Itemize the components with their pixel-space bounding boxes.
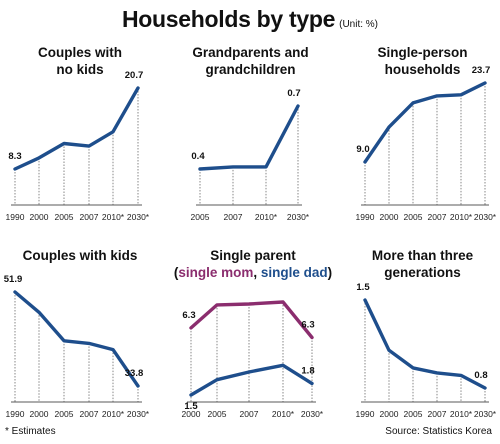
panel-subtitle: (single mom, single dad) <box>163 264 343 281</box>
panel-title-line: Single-person <box>377 45 468 60</box>
x-tick-label: 2005 <box>55 212 74 222</box>
data-label: 51.9 <box>4 274 23 285</box>
x-tick-label: 2005 <box>404 409 423 419</box>
series-line <box>198 104 300 171</box>
series-line <box>13 86 140 171</box>
x-tick-label: 2007 <box>428 212 447 222</box>
x-tick-label: 2007 <box>428 409 447 419</box>
panel-title-line: Grandparents and <box>192 45 309 60</box>
x-tick-label: 2000 <box>182 409 201 419</box>
panel-title-line: grandchildren <box>205 62 296 77</box>
panel-title-line: Couples with kids <box>22 248 138 263</box>
x-tick-label: 2010* <box>255 212 278 222</box>
page-title: Households by type (Unit: %) <box>0 6 500 33</box>
x-tick-label: 2030* <box>287 212 310 222</box>
data-label: 8.3 <box>8 151 21 162</box>
series-line <box>363 298 487 390</box>
panel-title-line: Single parent <box>210 248 296 263</box>
x-tick-label: 2007 <box>80 409 99 419</box>
data-label: 1.8 <box>301 366 314 377</box>
footnote: * Estimates <box>5 426 56 437</box>
x-tick-label: 2005 <box>404 212 423 222</box>
x-tick-label: 2010* <box>102 212 125 222</box>
x-tick-label: 2005 <box>191 212 210 222</box>
x-tick-label: 2007 <box>224 212 243 222</box>
data-label: 6.3 <box>301 320 314 331</box>
legend-separator: , <box>253 265 261 280</box>
data-label: 33.8 <box>125 368 144 379</box>
panel-title-couples-kids: Couples with kids <box>0 247 160 264</box>
x-tick-label: 1990 <box>356 212 375 222</box>
x-tick-label: 2010* <box>450 212 473 222</box>
legend-single-dad: single dad <box>260 265 328 280</box>
series-line <box>189 300 314 340</box>
paren-close: ) <box>327 265 333 280</box>
x-tick-label: 1990 <box>6 212 25 222</box>
x-tick-label: 2000 <box>380 409 399 419</box>
panel-title-single-person: Single-person households <box>345 44 500 78</box>
source-note: Source: Statistics Korea <box>385 426 492 437</box>
panel-title-couples-no-kids: Couples with no kids <box>0 44 160 78</box>
x-tick-label: 1990 <box>6 409 25 419</box>
x-tick-label: 2007 <box>80 212 99 222</box>
data-label: 6.3 <box>182 310 195 321</box>
legend-single-mom: single mom <box>178 265 254 280</box>
data-label: 0.7 <box>287 88 300 99</box>
x-tick-label: 2005 <box>208 409 227 419</box>
panel-title-line: no kids <box>56 62 104 77</box>
x-tick-label: 2030* <box>474 212 497 222</box>
data-label: 1.5 <box>356 282 370 293</box>
x-tick-label: 2030* <box>474 409 497 419</box>
panel-title-three-generations: More than three generations <box>345 247 500 281</box>
x-tick-label: 2005 <box>55 409 74 419</box>
series-line <box>13 290 140 388</box>
data-label: 20.7 <box>125 70 144 81</box>
data-label: 1.5 <box>184 401 198 412</box>
panel-title-line: generations <box>384 265 461 280</box>
x-tick-label: 2010* <box>102 409 125 419</box>
series-line <box>189 363 314 397</box>
panel-title-single-parent: Single parent (single mom, single dad) <box>163 247 343 281</box>
x-tick-label: 2030* <box>127 409 150 419</box>
x-tick-label: 2000 <box>30 212 49 222</box>
unit-label: (Unit: %) <box>339 19 379 30</box>
data-label: 0.4 <box>191 151 205 162</box>
data-label: 9.0 <box>356 144 369 155</box>
x-tick-label: 1990 <box>356 409 375 419</box>
paren-open: ( <box>173 265 179 280</box>
title-text: Households by type <box>121 6 336 32</box>
x-tick-label: 2030* <box>301 409 324 419</box>
x-tick-label: 2030* <box>127 212 150 222</box>
x-tick-label: 2010* <box>272 409 295 419</box>
data-label: 0.8 <box>474 370 487 381</box>
x-tick-label: 2000 <box>30 409 49 419</box>
panel-title-grandparents: Grandparents and grandchildren <box>163 44 338 78</box>
data-label: 23.7 <box>472 65 491 76</box>
series-line <box>363 81 487 164</box>
panel-title-line: Couples with <box>38 45 122 60</box>
panel-title-line: households <box>384 62 461 77</box>
x-tick-label: 2007 <box>240 409 259 419</box>
x-tick-label: 2000 <box>380 212 399 222</box>
x-tick-label: 2010* <box>450 409 473 419</box>
panel-title-line: More than three <box>371 248 474 263</box>
